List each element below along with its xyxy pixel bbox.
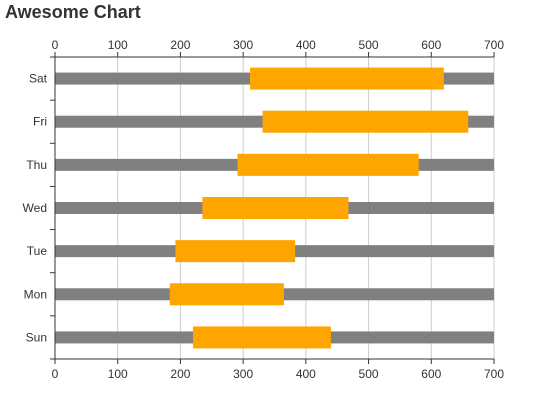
x-tick-label-top: 400 [296, 38, 316, 52]
x-tick-label-bottom: 600 [421, 367, 441, 381]
chart-title: Awesome Chart [5, 2, 141, 22]
range-bar [237, 153, 419, 176]
x-tick-label-bottom: 400 [296, 367, 316, 381]
x-tick-label-bottom: 300 [233, 367, 253, 381]
x-tick-label-bottom: 700 [484, 367, 504, 381]
x-tick-label-bottom: 200 [170, 367, 190, 381]
x-tick-label-top: 600 [421, 38, 441, 52]
x-tick-label-top: 200 [170, 38, 190, 52]
y-tick-label: Thu [26, 158, 47, 172]
range-bar [169, 283, 284, 306]
y-tick-label: Fri [33, 115, 47, 129]
x-tick-label-bottom: 0 [52, 367, 59, 381]
x-tick-label-bottom: 500 [359, 367, 379, 381]
x-tick-label-top: 700 [484, 38, 504, 52]
range-bar [175, 240, 296, 263]
range-bar [250, 67, 444, 90]
range-bar [262, 110, 469, 133]
y-tick-label: Mon [24, 287, 47, 301]
x-tick-label-top: 100 [108, 38, 128, 52]
y-tick-label: Sun [26, 330, 47, 344]
x-tick-label-top: 0 [52, 38, 59, 52]
tick-labels: Sun Mon Tue Wed Thu Fri Sat 0 0 100 100 200 200 300 30… [23, 38, 505, 381]
x-tick-label-bottom: 100 [108, 367, 128, 381]
range-bar [202, 197, 349, 219]
y-tick-label: Tue [27, 244, 48, 258]
range-bars [169, 67, 469, 349]
x-tick-label-top: 300 [233, 38, 253, 52]
axes [50, 52, 495, 364]
x-tick-label-top: 500 [359, 38, 379, 52]
range-bar [192, 326, 331, 349]
y-tick-label: Wed [23, 201, 47, 215]
y-tick-label: Sat [29, 72, 48, 86]
